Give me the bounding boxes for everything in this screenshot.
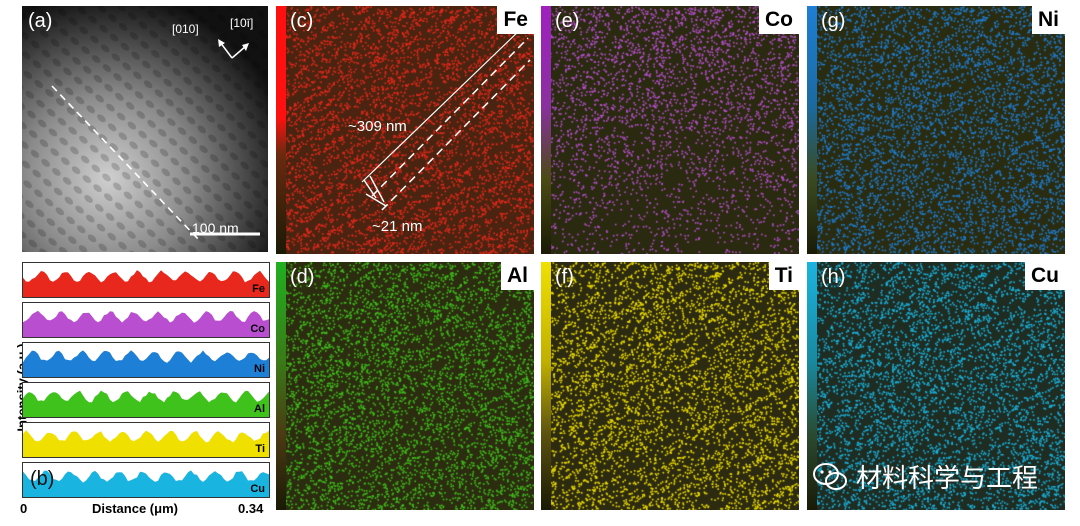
xlabel: Distance (μm) xyxy=(92,501,178,516)
direction-010-label: [010] xyxy=(172,22,199,36)
panel-h-cu-map: (h) Cu xyxy=(807,262,1065,510)
scale-bar-label: 100 nm xyxy=(192,220,239,236)
linescan-al: Al xyxy=(22,382,270,418)
panel-g-ni-map: (g) Ni xyxy=(807,6,1065,254)
linescan-co-profile xyxy=(23,310,269,337)
panel-f-label: (f) xyxy=(555,266,574,288)
panel-g-element: Ni xyxy=(1032,6,1065,34)
panel-h-element: Cu xyxy=(1025,262,1065,290)
panel-e-co-map: (e) Co xyxy=(541,6,799,254)
x-start-label: 0 xyxy=(20,501,28,516)
watermark-text: 材料科学与工程 xyxy=(856,464,1039,494)
x-end-label: 0.34 xyxy=(238,501,264,516)
linescan-ni: Ni xyxy=(22,342,270,378)
linescan-ni-profile xyxy=(23,350,269,377)
direction-arrows-icon xyxy=(218,39,249,59)
panel-d-label: (d) xyxy=(290,266,315,288)
panel-b-label: (b) xyxy=(30,468,55,490)
thickness-annotation: ~21 nm xyxy=(372,218,423,235)
panel-d-element: Al xyxy=(501,262,534,290)
linescan-ti-profile xyxy=(23,430,269,457)
panel-e-element: Co xyxy=(759,6,799,34)
fe-annotation-lines xyxy=(361,27,531,211)
panel-g-label: (g) xyxy=(821,10,846,32)
watermark: 材料科学与工程 xyxy=(812,458,1038,495)
panel-a-tem-image: (a) [010] [10ī] 100 nm xyxy=(22,6,268,252)
panel-d-al-map: (d) Al xyxy=(276,262,534,510)
linescan-ti: Ti xyxy=(22,422,270,458)
wechat-icon xyxy=(813,462,847,490)
direction-10-1-label: [10ī] xyxy=(230,16,254,30)
panel-f-ti-map: (f) Ti xyxy=(541,262,799,510)
panel-f-element: Ti xyxy=(768,262,799,290)
panel-c-fe-map: (c) Fe ~309 nm ~21 nm xyxy=(276,6,534,254)
linescan-cu-label: Cu xyxy=(250,483,265,495)
panel-c-label: (c) xyxy=(290,10,314,32)
linescan-cu: Cu xyxy=(22,462,270,498)
linescan-fe-label: Fe xyxy=(252,283,265,295)
linescan-cu-profile xyxy=(23,470,269,497)
linescan-ti-label: Ti xyxy=(255,443,265,455)
tem-image xyxy=(22,6,268,252)
linescan-fe-profile xyxy=(23,270,269,297)
panel-a-label: (a) xyxy=(28,10,53,32)
linescan-fe: Fe xyxy=(22,262,270,298)
panel-e-label: (e) xyxy=(555,10,580,32)
width-annotation: ~309 nm xyxy=(348,118,407,135)
linescan-ni-label: Ni xyxy=(254,363,265,375)
linescan-co-label: Co xyxy=(250,323,265,335)
linescan-co: Co xyxy=(22,302,270,338)
linescan-al-profile xyxy=(23,390,269,417)
panel-c-element: Fe xyxy=(497,6,534,34)
linescan-al-label: Al xyxy=(254,403,265,415)
panel-h-label: (h) xyxy=(821,266,846,288)
